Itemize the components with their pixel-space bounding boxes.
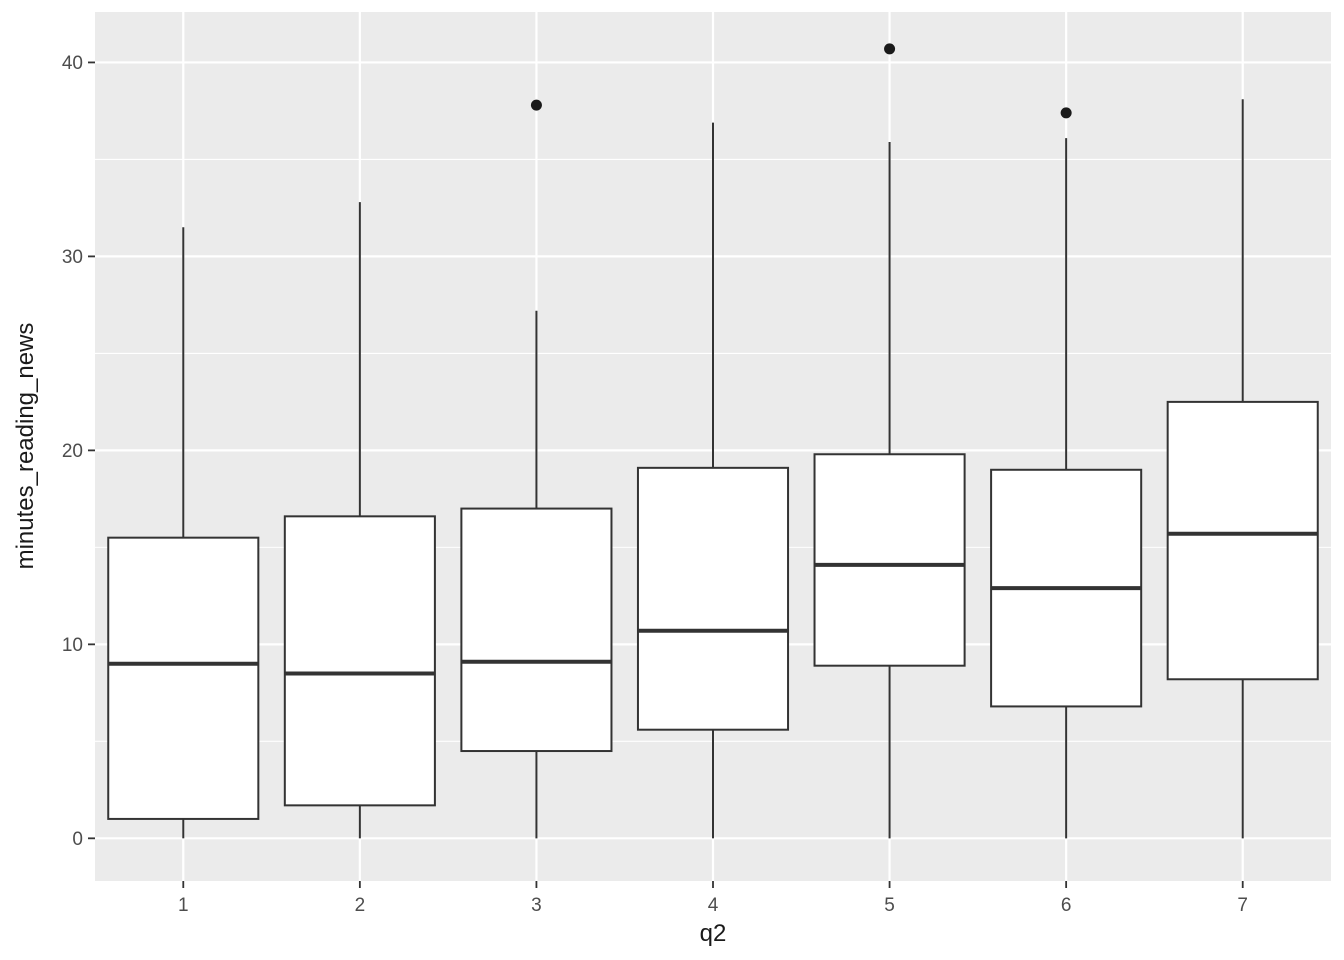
y-tick-label: 20 xyxy=(62,441,83,462)
box-iqr xyxy=(1166,400,1319,681)
box-iqr xyxy=(636,466,790,731)
box-iqr xyxy=(813,453,966,667)
outlier-point xyxy=(530,99,542,111)
y-axis-title: minutes_reading_news xyxy=(12,322,39,570)
x-tick-label: 6 xyxy=(1061,895,1072,916)
x-tick-label: 2 xyxy=(355,895,366,916)
x-tick-label: 5 xyxy=(884,895,895,916)
box-iqr xyxy=(107,536,260,820)
box-iqr xyxy=(460,507,613,753)
x-tick-label: 1 xyxy=(178,895,189,916)
y-tick-label: 30 xyxy=(62,247,83,268)
x-axis-title: q2 xyxy=(699,920,727,947)
x-tick-label: 3 xyxy=(531,895,542,916)
x-tick-label: 4 xyxy=(708,895,719,916)
outlier-point xyxy=(1060,107,1072,119)
y-tick-label: 10 xyxy=(62,635,83,656)
box-iqr xyxy=(283,515,436,807)
y-tick-label: 0 xyxy=(72,829,83,850)
x-tick-label: 7 xyxy=(1237,895,1248,916)
outlier-point xyxy=(884,43,896,55)
y-tick-label: 40 xyxy=(62,53,83,74)
